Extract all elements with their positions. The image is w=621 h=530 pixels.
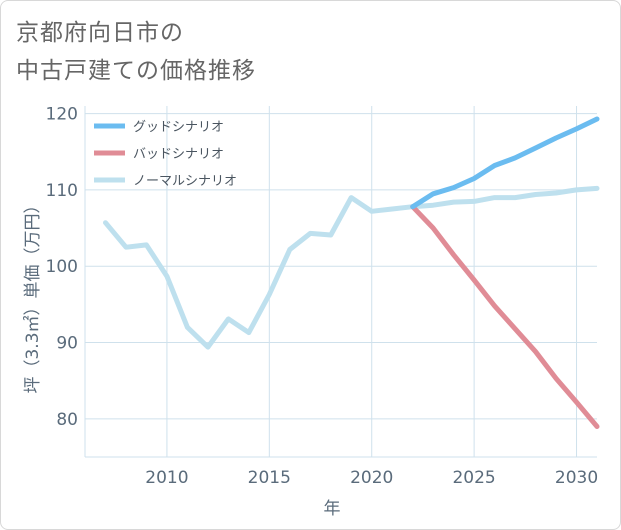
y-axis-label: 坪（3.3㎡）単価（万円） xyxy=(23,196,43,393)
legend-label: グッドシナリオ xyxy=(133,120,224,135)
series-line-1 xyxy=(410,204,600,429)
series-lines xyxy=(103,116,600,429)
y-tick-label: 90 xyxy=(56,334,78,354)
series-line-0 xyxy=(410,116,600,210)
x-tick-label: 2010 xyxy=(145,468,188,488)
x-tick-label: 2020 xyxy=(350,468,393,488)
x-tick-label: 2030 xyxy=(555,468,598,488)
legend-item-2[interactable]: ノーマルシナリオ xyxy=(94,174,237,189)
legend-label: ノーマルシナリオ xyxy=(133,174,237,189)
y-tick-label: 110 xyxy=(46,181,78,201)
axis-ticks: 2010 2015 2020 2025 2030 80 90 100 110 120 xyxy=(46,105,599,488)
legend-item-1[interactable]: バッドシナリオ xyxy=(94,147,224,162)
y-tick-label: 80 xyxy=(56,410,78,430)
chart-title-line1: 京都府向日市の xyxy=(16,20,184,46)
y-tick-label: 100 xyxy=(46,257,78,277)
x-tick-label: 2015 xyxy=(248,468,291,488)
x-tick-label: 2025 xyxy=(452,468,495,488)
chart-title-line2: 中古戸建ての価格推移 xyxy=(16,58,256,84)
legend-label: バッドシナリオ xyxy=(133,147,224,162)
series-line-2 xyxy=(103,185,600,350)
x-axis-label: 年 xyxy=(324,499,341,519)
y-axis-label-group: 坪（3.3㎡）単価（万円） xyxy=(23,196,43,393)
y-tick-label: 120 xyxy=(46,105,78,125)
legend-item-0[interactable]: グッドシナリオ xyxy=(94,120,224,135)
chart-title: 京都府向日市の 中古戸建ての価格推移 xyxy=(16,14,436,90)
